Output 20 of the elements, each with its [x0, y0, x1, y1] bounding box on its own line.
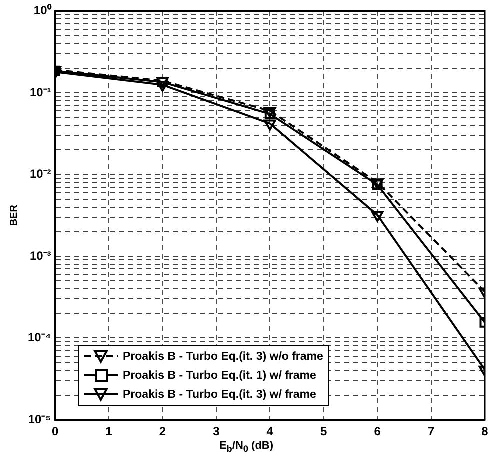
x-tick-label: 0 [52, 424, 59, 438]
x-tick-label: 2 [159, 424, 166, 438]
x-tick-label: 3 [213, 424, 220, 438]
x-tick-label: 6 [374, 424, 382, 438]
y-tick-label: 10⁻³ [30, 248, 52, 263]
y-tick-label: 10⁰ [34, 4, 52, 18]
legend-label: Proakis B - Turbo Eq.(it. 1) w/ frame [123, 370, 316, 382]
legend-label: Proakis B - Turbo Eq.(it. 3) w/ frame [123, 388, 316, 400]
y-tick-label: 10⁻² [30, 167, 52, 182]
x-tick-label: 4 [266, 424, 274, 438]
x-tick-label: 8 [482, 424, 489, 438]
legend-label: Proakis B - Turbo Eq.(it. 3) w/o frame [123, 350, 324, 362]
x-tick-label: 5 [320, 424, 328, 438]
x-tick-label: 1 [106, 424, 113, 438]
y-tick-label: 10⁻⁴ [28, 330, 52, 345]
x-tick-label: 7 [428, 424, 435, 438]
x-axis-title: E$_{b}$/N$_{0}$ (dB) [218, 440, 275, 454]
y-axis-title: BER [8, 204, 20, 226]
y-tick-label: 10⁻⁵ [28, 412, 52, 426]
y-tick-label: 10⁻¹ [30, 85, 52, 100]
